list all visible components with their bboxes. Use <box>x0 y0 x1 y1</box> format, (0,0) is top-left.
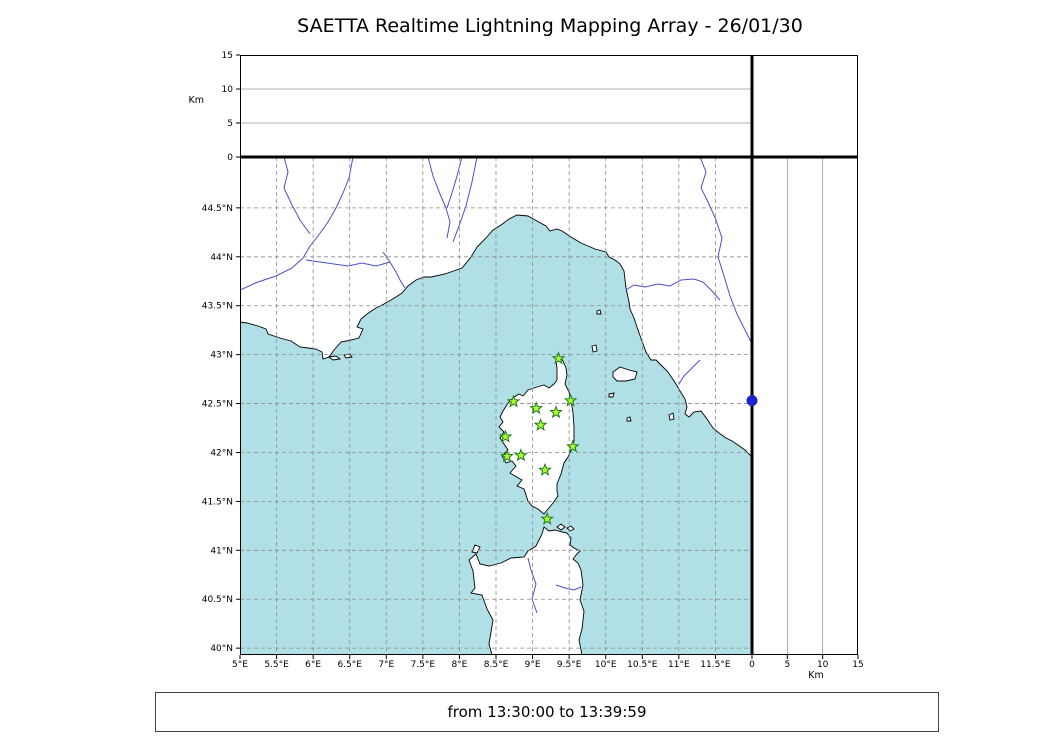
lon-tick-label: 9°E <box>525 660 541 670</box>
status-text: from 13:30:00 to 13:39:59 <box>447 703 647 721</box>
station-marker <box>538 462 552 476</box>
lat-tick-label: 44.5°N <box>202 204 233 214</box>
altitude-tick-label-right: 15 <box>852 660 863 670</box>
lon-tick-label: 8.5°E <box>484 660 509 670</box>
station-marker <box>506 394 521 408</box>
lat-tick-label: 40.5°N <box>202 595 233 605</box>
lon-tick-label: 5°E <box>232 660 248 670</box>
lon-tick-label: 10.5°E <box>627 660 658 670</box>
panel-borders <box>240 55 858 655</box>
altitude-axis-unit-right: Km <box>808 670 823 681</box>
lon-tick-label: 9.5°E <box>557 660 582 670</box>
coastline-france-italy <box>240 157 752 458</box>
lon-tick-label: 8°E <box>451 660 467 670</box>
coastline-sardinia <box>468 526 585 655</box>
lat-tick-label: 40°N <box>210 644 233 654</box>
altitude-tick-label-right: 5 <box>784 660 790 670</box>
figure-title: SAETTA Realtime Lightning Mapping Array … <box>297 15 803 37</box>
station-marker <box>540 511 555 525</box>
lon-altitude-panel-frame <box>240 55 752 157</box>
lon-tick-label: 6°E <box>305 660 321 670</box>
status-box: from 13:30:00 to 13:39:59 <box>155 692 939 732</box>
station-marker <box>551 351 566 365</box>
axis-tick-labels: 5°E 5.5°E 6°E 6.5°E 7°E 7.5°E 8°E 8.5°E 9°E 9.5°E… <box>202 51 864 670</box>
station-marker <box>565 439 580 453</box>
map-gridlines <box>240 157 752 655</box>
coastline-small-islands <box>327 309 675 554</box>
lat-tick-label: 44°N <box>210 253 233 263</box>
altitude-panel-gridlines <box>240 88 824 655</box>
lat-altitude-panel-frame <box>752 157 858 655</box>
corner-panel-frame <box>752 55 858 157</box>
lat-tick-label: 41°N <box>210 546 233 556</box>
altitude-tick-label-top: 0 <box>227 153 233 163</box>
altitude-tick-label-top: 15 <box>222 51 233 61</box>
lat-tick-label: 41.5°N <box>202 497 233 507</box>
lightning-source-dot <box>746 395 758 407</box>
lon-tick-label: 7°E <box>378 660 394 670</box>
altitude-tick-label-top: 5 <box>227 119 233 129</box>
lat-tick-label: 42.5°N <box>202 400 233 410</box>
station-marker <box>563 393 578 407</box>
altitude-tick-label-right: 0 <box>749 660 755 670</box>
altitude-tick-label-right: 10 <box>817 660 829 670</box>
altitude-axis-unit-top: Km <box>189 95 204 106</box>
lat-tick-label: 42°N <box>210 448 233 458</box>
station-marker <box>514 448 528 462</box>
lon-tick-label: 10°E <box>595 660 617 670</box>
lat-tick-label: 43°N <box>210 351 233 361</box>
lon-tick-label: 5.5°E <box>264 660 289 670</box>
station-marker <box>549 405 563 419</box>
coastline-corsica <box>498 355 575 515</box>
lon-tick-label: 7.5°E <box>411 660 436 670</box>
lon-tick-label: 11°E <box>668 660 690 670</box>
lon-tick-label: 6.5°E <box>337 660 362 670</box>
station-marker <box>500 449 514 463</box>
rivers <box>240 157 752 614</box>
lon-tick-label: 11.5°E <box>700 660 731 670</box>
lightning-sources <box>746 395 758 407</box>
station-marker <box>498 429 513 443</box>
station-marker <box>533 417 548 431</box>
altitude-tick-label-top: 10 <box>222 85 234 95</box>
station-markers <box>498 351 580 525</box>
station-marker <box>529 401 544 415</box>
lat-tick-label: 43.5°N <box>202 302 233 312</box>
